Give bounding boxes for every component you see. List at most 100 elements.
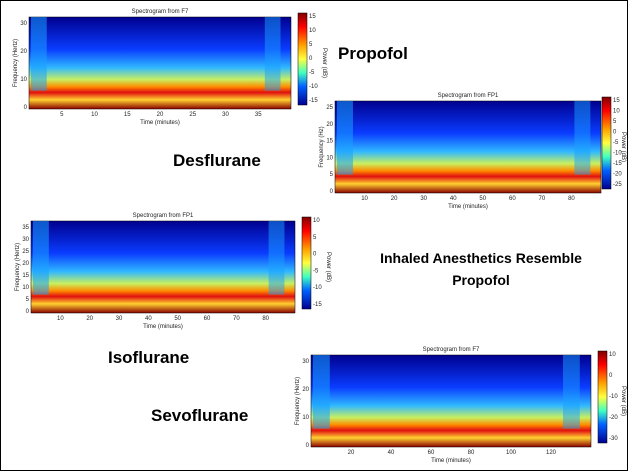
- colorbar-tick-label: -20: [613, 172, 622, 178]
- x-tick-label: 40: [145, 316, 152, 322]
- colorbar-label: Power (dB): [325, 252, 331, 282]
- y-tick-label: 20: [20, 49, 27, 55]
- colorbar-tick-label: -10: [309, 84, 318, 90]
- x-tick-label: 20: [86, 316, 93, 322]
- caption-line: Inhaled Anesthetics Resemble: [380, 250, 582, 266]
- colorbar-tick-label: -10: [313, 285, 322, 291]
- spectrogram-onset: [31, 17, 47, 91]
- spectrogram-emergence: [264, 17, 281, 91]
- y-tick-label: 10: [20, 77, 27, 83]
- y-tick-label: 20: [302, 387, 309, 393]
- x-axis-label: Time (minutes): [140, 120, 180, 126]
- spectrogram-emergence: [574, 101, 591, 175]
- x-tick-label: 30: [116, 316, 123, 322]
- x-tick-label: 80: [262, 316, 269, 322]
- x-tick-label: 25: [189, 112, 196, 118]
- x-tick-label: 10: [57, 316, 64, 322]
- y-tick-label: 10: [326, 155, 333, 161]
- x-tick-label: 50: [479, 196, 486, 202]
- x-tick-label: 20: [348, 450, 355, 456]
- x-tick-label: 40: [450, 196, 457, 202]
- y-tick-label: 30: [20, 21, 27, 27]
- colorbar-tick-label: -15: [309, 98, 318, 104]
- x-tick-label: 35: [255, 112, 262, 118]
- y-tick-label: 20: [326, 122, 333, 128]
- x-tick-label: 100: [506, 450, 517, 456]
- label-propofol: Propofol: [338, 44, 408, 63]
- y-tick-label: 5: [26, 297, 30, 303]
- x-tick-label: 30: [420, 196, 427, 202]
- colorbar-tick-label: 0: [613, 130, 617, 136]
- x-tick-label: 30: [222, 112, 229, 118]
- x-tick-label: 80: [468, 450, 475, 456]
- spectrogram-title: Spectrogram from F7: [423, 347, 480, 353]
- colorbar-tick-label: -20: [609, 415, 618, 421]
- colorbar-tick-label: 10: [309, 28, 316, 34]
- colorbar-tick-label: 10: [613, 109, 620, 115]
- spectrogram-onset: [313, 355, 330, 429]
- x-tick-label: 20: [391, 196, 398, 202]
- spectrogram-title: Spectrogram from F7: [132, 9, 189, 15]
- colorbar-tick-label: 15: [309, 14, 316, 20]
- colorbar-tick-label: 0: [609, 373, 613, 379]
- colorbar-tick-label: 10: [313, 218, 320, 224]
- spectrogram-onset: [33, 221, 49, 295]
- colorbar-tick-label: 5: [309, 42, 313, 48]
- y-tick-label: 30: [302, 359, 309, 365]
- x-tick-label: 15: [124, 112, 131, 118]
- y-tick-label: 15: [22, 273, 29, 279]
- colorbar-label: Power (dB): [620, 386, 626, 416]
- y-tick-label: 25: [326, 105, 333, 111]
- y-tick-label: 0: [24, 105, 28, 111]
- x-axis-label: Time (minutes): [143, 324, 183, 330]
- y-tick-label: 30: [22, 237, 29, 243]
- y-tick-label: 5: [330, 172, 334, 178]
- y-tick-label: 0: [330, 189, 334, 195]
- colorbar-tick-label: 10: [609, 352, 616, 358]
- colorbar-tick-label: -30: [609, 436, 618, 442]
- label-desflurane: Desflurane: [173, 151, 261, 170]
- spectrogram-title: Spectrogram from FP1: [438, 93, 499, 99]
- spectrogram: [310, 354, 592, 448]
- y-axis-label: Frequency (Hertz): [13, 39, 19, 87]
- y-tick-label: 35: [22, 225, 29, 231]
- colorbar-tick-label: 5: [613, 119, 617, 125]
- spectrogram: [30, 220, 296, 314]
- y-tick-label: 0: [306, 443, 310, 449]
- colorbar-tick-label: -5: [313, 268, 319, 274]
- y-axis-label: Frequency (Hertz): [15, 243, 21, 291]
- colorbar: [297, 12, 308, 106]
- colorbar: [597, 350, 608, 444]
- x-tick-label: 60: [509, 196, 516, 202]
- colorbar-tick-label: -15: [313, 302, 322, 308]
- colorbar-label: Power (dB): [321, 48, 327, 78]
- colorbar-label: Power (dB): [620, 132, 626, 162]
- y-tick-label: 0: [26, 309, 30, 315]
- y-tick-label: 10: [302, 415, 309, 421]
- y-tick-label: 20: [22, 261, 29, 267]
- spectrogram-title: Spectrogram from FP1: [133, 213, 194, 219]
- x-tick-label: 80: [568, 196, 575, 202]
- colorbar-tick-label: -5: [613, 140, 619, 146]
- spectrogram-onset: [337, 101, 353, 175]
- y-tick-label: 15: [326, 139, 333, 145]
- x-tick-label: 10: [361, 196, 368, 202]
- x-tick-label: 120: [546, 450, 557, 456]
- colorbar-tick-label: -25: [613, 182, 622, 188]
- x-tick-label: 70: [539, 196, 546, 202]
- x-tick-label: 60: [428, 450, 435, 456]
- x-tick-label: 50: [174, 316, 181, 322]
- y-axis-label: Frequency (Hz): [319, 126, 325, 167]
- x-tick-label: 10: [91, 112, 98, 118]
- x-tick-label: 20: [157, 112, 164, 118]
- label-sevoflurane: Sevoflurane: [151, 406, 248, 425]
- y-tick-label: 10: [22, 285, 29, 291]
- colorbar-tick-label: 0: [309, 56, 313, 62]
- colorbar: [601, 96, 612, 190]
- colorbar-tick-label: -10: [609, 394, 618, 400]
- spectrogram: [334, 100, 602, 194]
- colorbar-tick-label: -5: [309, 70, 315, 76]
- colorbar-tick-label: -10: [613, 151, 622, 157]
